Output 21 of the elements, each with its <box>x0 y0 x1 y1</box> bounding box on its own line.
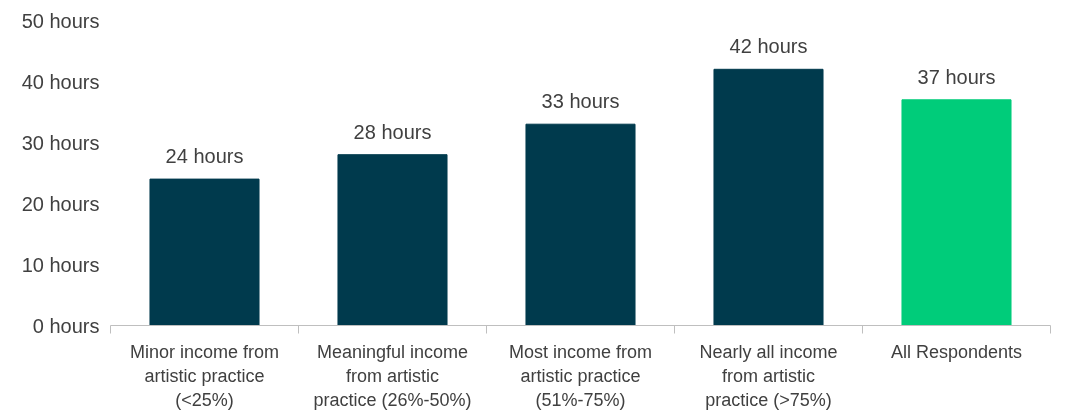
data-label: 42 hours <box>729 35 808 58</box>
x-tick-label: All Respondents <box>890 341 1023 362</box>
bar <box>525 123 636 326</box>
y-tick-label: 20 hours <box>21 192 100 215</box>
x-tick-label: Most income from artistic practice (51%-75%) <box>508 341 653 410</box>
y-tick-label: 30 hours <box>21 131 100 154</box>
y-tick-label: 40 hours <box>21 70 100 93</box>
data-label: 37 hours <box>917 65 996 88</box>
y-tick-label: 0 hours <box>32 314 100 337</box>
y-tick-label: 10 hours <box>21 253 100 276</box>
x-tick-label: Meaningful income from artistic practice (26%-50%) <box>313 341 472 410</box>
bar <box>713 68 824 326</box>
bar <box>337 154 448 326</box>
bar <box>901 99 1012 326</box>
bar <box>149 178 260 326</box>
data-label: 28 hours <box>353 120 432 143</box>
x-tick-label: Nearly all income from artistic practice (>75%) <box>699 341 838 410</box>
y-tick-label: 50 hours <box>21 9 100 32</box>
x-tick-label: Minor income from artistic practice (<25%) <box>129 341 280 410</box>
data-label: 24 hours <box>165 145 244 168</box>
data-label: 33 hours <box>541 90 620 113</box>
